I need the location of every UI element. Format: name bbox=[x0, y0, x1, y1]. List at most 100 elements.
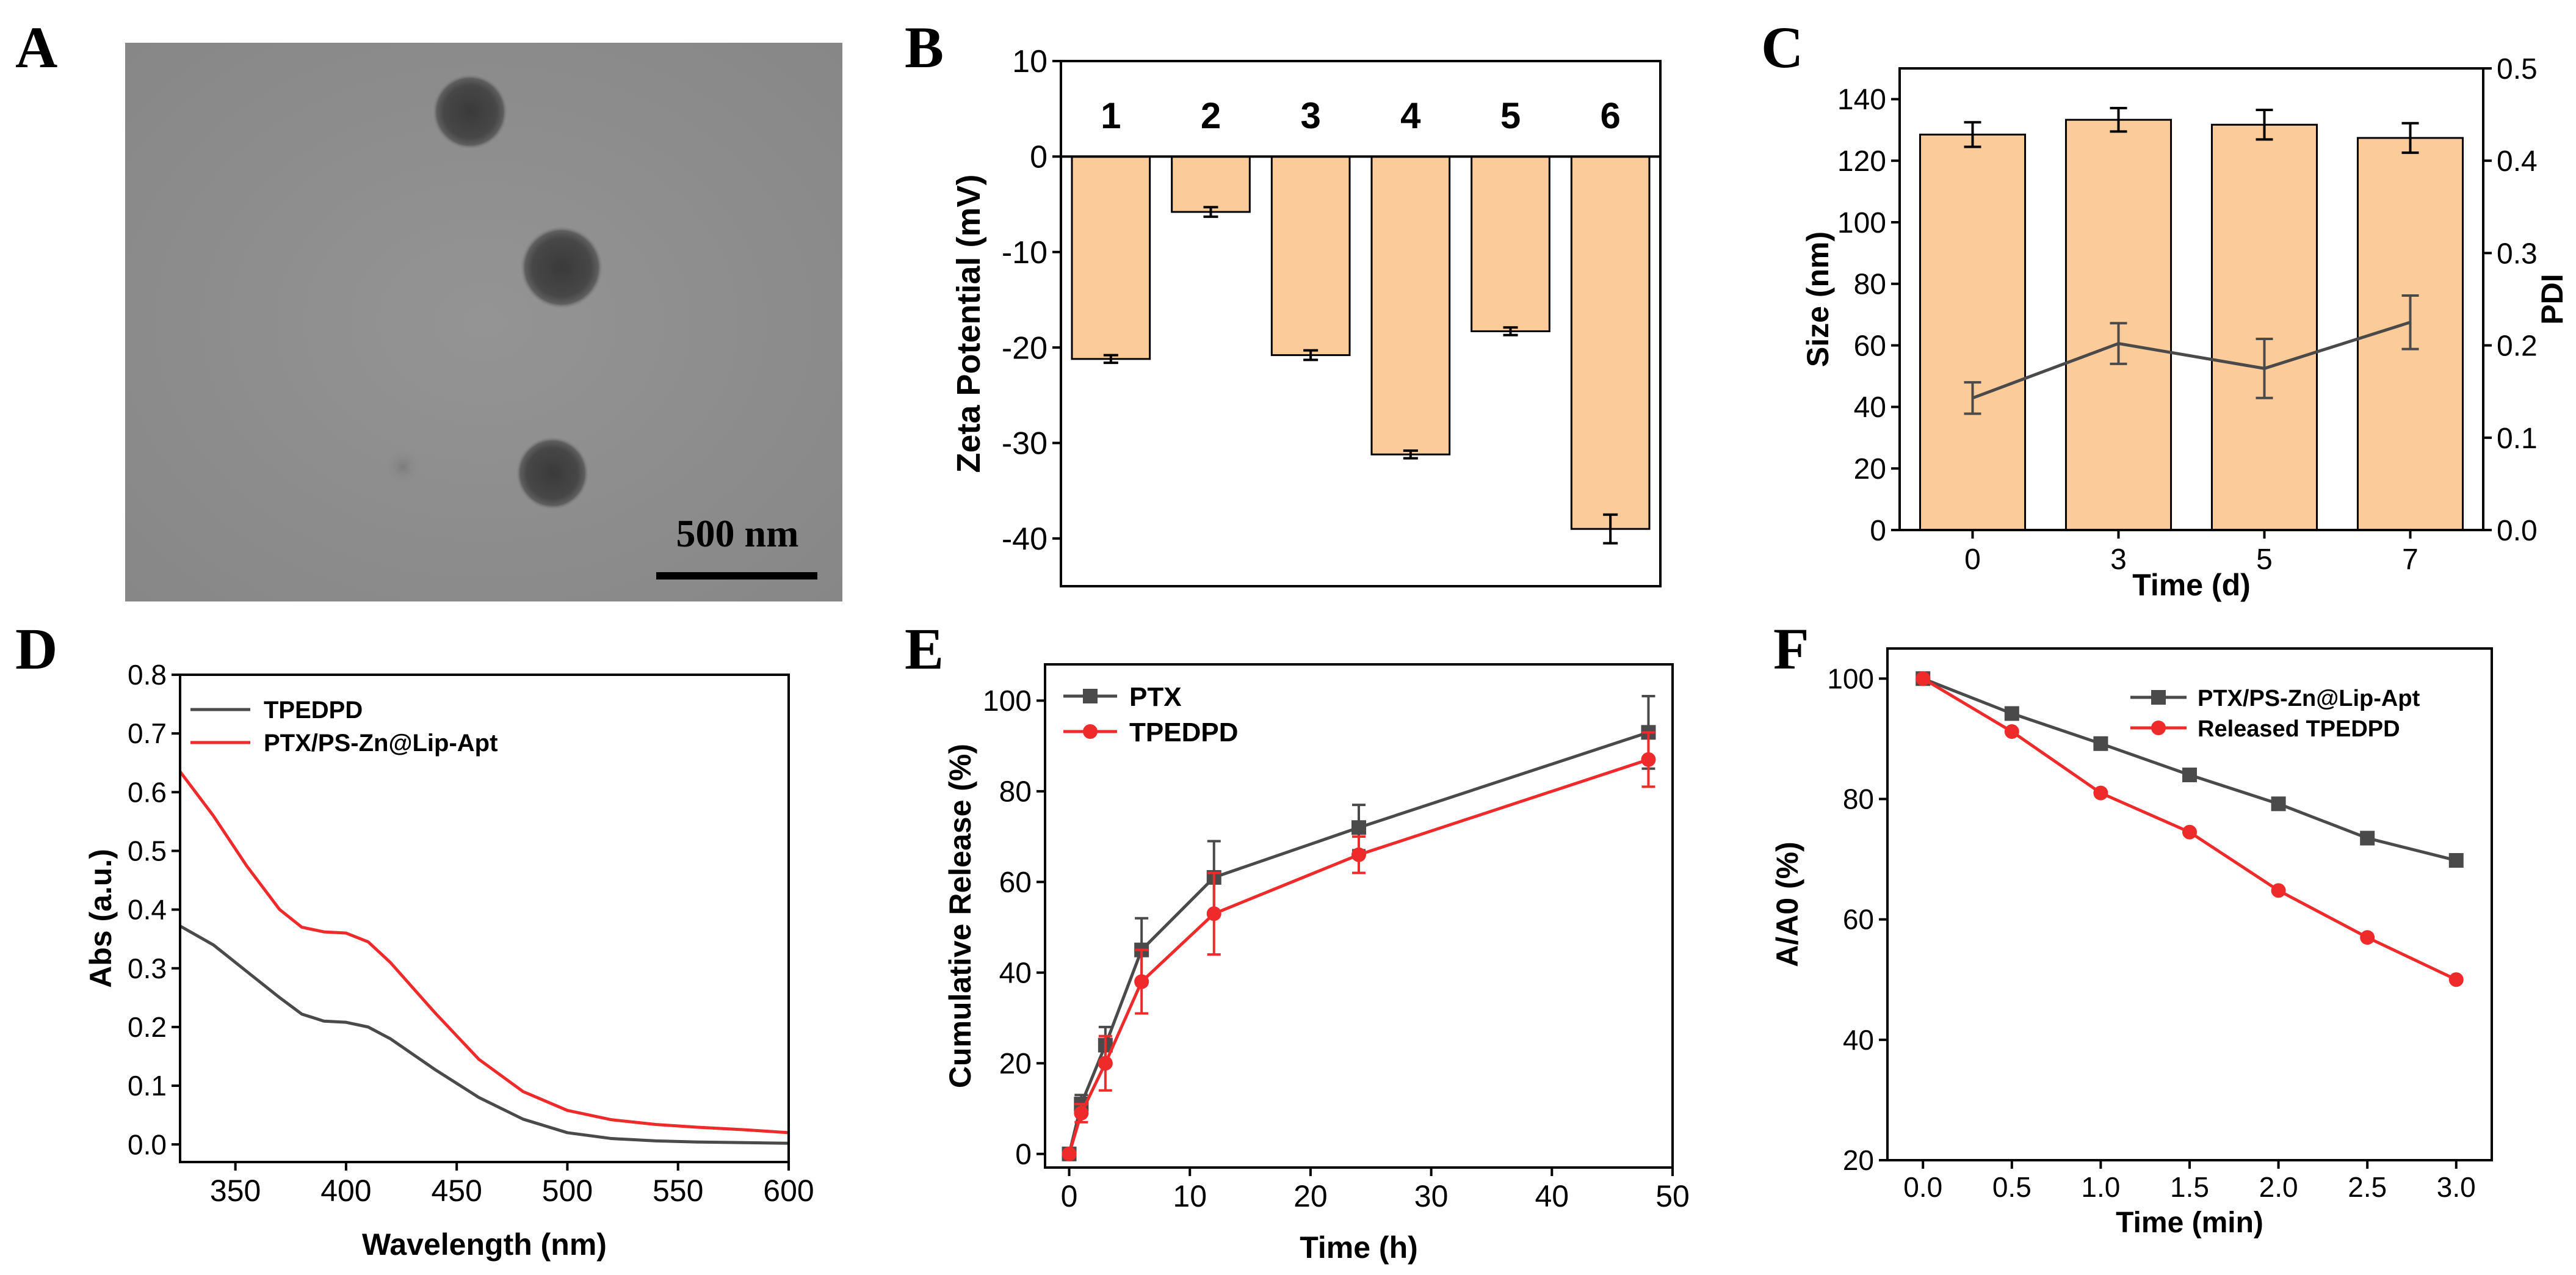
y-axis-label: Cumulative Release (%) bbox=[943, 744, 977, 1088]
pdi-line bbox=[1972, 321, 2411, 400]
plot-frame bbox=[179, 674, 790, 1163]
chart-b-zeta-potential: 1 2 3 4 5 6 10 0 -10 -20 -30 -40 Zeta Potential (mV) bbox=[950, 44, 1662, 587]
panel-letter-f: F bbox=[1773, 616, 1809, 681]
legend-label: TPEDPD bbox=[264, 697, 363, 724]
x-tick-label: 7 bbox=[2402, 543, 2419, 576]
legend-label: PTX/PS-Zn@Lip-Apt bbox=[2198, 686, 2420, 711]
data-point-square bbox=[2182, 768, 2197, 783]
x-tick-label: 0.0 bbox=[1903, 1171, 1942, 1203]
y-right-tick-label: 0.2 bbox=[2497, 330, 2538, 363]
y-tick-label: 0.8 bbox=[128, 659, 167, 691]
y-tick-label: 100 bbox=[1827, 663, 1874, 694]
x-tick-label: 30 bbox=[1414, 1179, 1449, 1213]
data-point-circle bbox=[1098, 1056, 1113, 1071]
bar bbox=[2210, 123, 2318, 531]
y-tick-label: 40 bbox=[1854, 391, 1886, 424]
x-tick-label: 20 bbox=[1293, 1179, 1328, 1213]
y-axis-label: A/A0 (%) bbox=[1770, 841, 1804, 967]
data-point-circle bbox=[1074, 1105, 1089, 1121]
y-right-tick-label: 0.5 bbox=[2497, 53, 2538, 85]
y-tick-label: -20 bbox=[1002, 330, 1047, 366]
y-tick-label: -30 bbox=[1002, 426, 1047, 462]
bar-category-label: 3 bbox=[1300, 95, 1320, 136]
panel-letter-a: A bbox=[15, 15, 57, 80]
y-tick-label: 10 bbox=[1012, 44, 1047, 79]
x-tick-label: 40 bbox=[1535, 1179, 1569, 1213]
data-point-square bbox=[2448, 853, 2464, 868]
y-tick-label: 20 bbox=[1854, 453, 1886, 485]
y-axis-label: Abs (a.u.) bbox=[84, 849, 118, 988]
data-point-circle bbox=[2360, 930, 2375, 945]
data-point-circle bbox=[1351, 847, 1366, 862]
x-tick-label: 600 bbox=[763, 1174, 814, 1208]
chart-d-absorbance: 0.0 0.1 0.2 0.3 0.4 0.5 0.6 0.7 0.8 350 400 450 500 5… bbox=[84, 659, 814, 1262]
y-tick-label: 0.2 bbox=[128, 1011, 167, 1043]
y-axis-label: Zeta Potential (mV) bbox=[950, 174, 987, 473]
y-tick-label: 0 bbox=[1030, 140, 1047, 175]
bar bbox=[1919, 133, 2027, 531]
x-tick-label: 10 bbox=[1173, 1179, 1207, 1213]
bar-category-label: 6 bbox=[1600, 95, 1620, 136]
legend-label: Released TPEDPD bbox=[2198, 716, 2400, 742]
x-tick-label: 0 bbox=[1964, 543, 1981, 576]
y-tick-label: 100 bbox=[1837, 207, 1886, 239]
chart-c-size-pdi: 0 20 40 60 80 100 120 140 0.0 0.1 0.2 0.3 0.4 0.5 0 3 5 7… bbox=[1801, 53, 2569, 602]
y-tick-label: 80 bbox=[1843, 783, 1874, 815]
x-tick-label: 0.5 bbox=[1992, 1171, 2031, 1203]
plot-frame bbox=[1060, 60, 1662, 587]
y-axis-label: Size (nm) bbox=[1801, 231, 1835, 367]
data-point-square bbox=[2271, 796, 2286, 812]
y-right-tick-label: 0.1 bbox=[2497, 423, 2538, 455]
bar bbox=[1071, 155, 1151, 360]
panel-letter-e: E bbox=[905, 616, 944, 681]
panel-letter-b: B bbox=[905, 15, 944, 80]
data-point-square bbox=[2151, 690, 2166, 705]
nanoparticle-1 bbox=[432, 74, 508, 150]
y-tick-label: 0.1 bbox=[128, 1070, 167, 1102]
data-point-square bbox=[2093, 736, 2108, 751]
bar bbox=[1270, 155, 1351, 357]
x-tick-label: 450 bbox=[431, 1174, 482, 1208]
y-tick-label: 0.5 bbox=[128, 835, 167, 867]
bar-category-label: 5 bbox=[1500, 95, 1521, 136]
bar bbox=[1570, 155, 1651, 530]
y-tick-label: 80 bbox=[999, 776, 1032, 808]
legend-label: PTX/PS-Zn@Lip-Apt bbox=[264, 730, 497, 757]
y-tick-label: 0.6 bbox=[128, 776, 167, 808]
plot-frame bbox=[1898, 67, 2484, 531]
data-point-circle bbox=[2151, 721, 2166, 735]
y-tick-label: 0 bbox=[1870, 515, 1886, 547]
data-point-circle bbox=[2448, 972, 2464, 987]
series-line-tpedpd bbox=[179, 924, 789, 1145]
panel-letter-c: C bbox=[1761, 15, 1803, 80]
nanoparticle-3 bbox=[516, 437, 589, 510]
y-tick-label: 0 bbox=[1015, 1139, 1032, 1171]
y-right-tick-label: 0.0 bbox=[2497, 515, 2538, 547]
bar-category-label: 1 bbox=[1101, 95, 1121, 136]
faint-particle bbox=[385, 449, 421, 485]
data-point-circle bbox=[1206, 906, 1221, 921]
data-point-circle bbox=[1641, 752, 1656, 767]
x-axis-label: Time (min) bbox=[2116, 1207, 2263, 1239]
y-tick-label: 100 bbox=[983, 685, 1032, 717]
y-tick-label: 0.7 bbox=[128, 717, 167, 749]
x-axis-label: Time (d) bbox=[2132, 568, 2251, 602]
scale-bar-label: 500 nm bbox=[676, 512, 799, 555]
x-tick-label: 1.5 bbox=[2170, 1171, 2209, 1203]
data-point-circle bbox=[1916, 671, 1931, 686]
y-tick-label: 60 bbox=[1843, 904, 1874, 935]
y-tick-label: 120 bbox=[1837, 145, 1886, 178]
y-tick-label: 40 bbox=[999, 957, 1032, 990]
y-right-tick-label: 0.3 bbox=[2497, 238, 2538, 270]
data-point-square bbox=[2360, 830, 2375, 846]
x-tick-label: 0 bbox=[1061, 1179, 1078, 1213]
x-tick-label: 50 bbox=[1655, 1179, 1690, 1213]
data-point-circle bbox=[2004, 724, 2019, 739]
data-point-circle bbox=[2182, 824, 2197, 840]
series-line bbox=[1068, 730, 1649, 1155]
y-tick-label: -10 bbox=[1002, 235, 1047, 271]
data-point-circle bbox=[2271, 883, 2286, 898]
scale-bar bbox=[656, 572, 817, 579]
y-tick-label: 0.3 bbox=[128, 953, 167, 984]
